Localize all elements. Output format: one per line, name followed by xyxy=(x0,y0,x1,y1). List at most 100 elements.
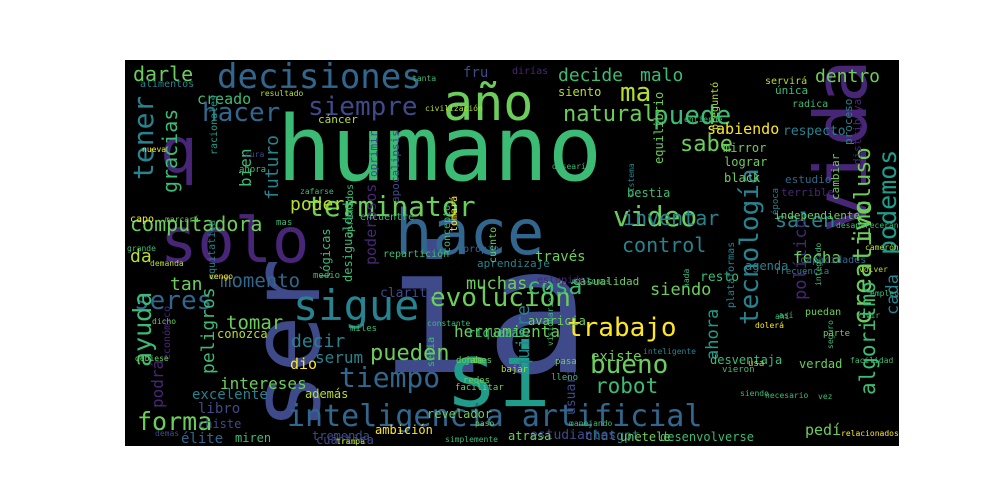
word: podrá xyxy=(148,359,167,408)
word: paso xyxy=(475,419,495,428)
word: capo xyxy=(130,214,155,225)
word: donde xyxy=(456,356,484,366)
word: tremenda xyxy=(312,429,370,443)
word: inteligente xyxy=(643,347,696,356)
word: independiente xyxy=(774,209,861,222)
word: proceso xyxy=(842,98,855,145)
word: puedan xyxy=(805,307,842,318)
word: estupidez xyxy=(537,275,592,286)
word: bestia xyxy=(627,186,671,200)
word: visionario xyxy=(546,297,555,346)
word: trabajo xyxy=(567,313,677,343)
word: vez xyxy=(818,392,833,401)
word: riquezas xyxy=(468,326,526,340)
word: hacer xyxy=(202,98,281,128)
word: creado xyxy=(197,90,252,108)
word: desaparecerán xyxy=(836,221,899,230)
word: racionales xyxy=(209,94,220,155)
word: herramienta xyxy=(454,322,560,341)
word: tanta xyxy=(412,74,437,83)
word: poderosos xyxy=(362,183,380,265)
word: poder xyxy=(290,194,345,215)
word: q xyxy=(160,114,198,187)
word: darle xyxy=(133,62,194,86)
word: manejando xyxy=(569,419,613,428)
word: bajar xyxy=(501,365,529,375)
word: dolerá xyxy=(755,321,784,330)
word: terrible xyxy=(781,186,834,199)
word: lleno xyxy=(551,373,579,383)
word: ahora xyxy=(239,165,267,175)
word: miren xyxy=(235,431,272,445)
word: cosa xyxy=(527,274,583,300)
word: revelador xyxy=(427,407,493,421)
word: podemos xyxy=(873,149,899,255)
word: tomará xyxy=(449,195,460,232)
word: avaricia xyxy=(528,314,586,328)
word: ambición xyxy=(375,423,433,437)
word: computadora xyxy=(130,212,263,236)
word: unetele xyxy=(620,430,671,444)
word: civilización xyxy=(425,104,483,113)
word: radica xyxy=(792,99,829,110)
word: tener xyxy=(127,95,160,180)
word: sabiendo xyxy=(707,120,780,138)
word: integrado xyxy=(814,242,823,286)
word: ma xyxy=(620,78,652,108)
word: oprimir xyxy=(367,130,380,177)
word: robot xyxy=(595,374,659,398)
word: plataformas xyxy=(726,241,737,308)
word: grande xyxy=(127,244,156,253)
word: sabe xyxy=(680,132,733,157)
word: cáncer xyxy=(318,113,358,126)
word: control xyxy=(622,233,707,257)
word: apocalipsis xyxy=(389,130,402,203)
word: momento xyxy=(220,270,301,292)
word: ia xyxy=(380,211,591,414)
word: aprendizaje xyxy=(477,257,550,270)
word: redes xyxy=(463,376,491,386)
word: empleo xyxy=(870,289,899,298)
word: así xyxy=(779,311,794,320)
word: hace xyxy=(395,196,545,269)
word: terminator xyxy=(307,190,476,223)
word: muchas xyxy=(466,274,528,294)
word: desventaja xyxy=(710,353,783,367)
word: dentro xyxy=(815,66,881,87)
word: resto xyxy=(700,270,740,285)
word: medio xyxy=(313,271,341,281)
word: natural xyxy=(563,102,656,127)
word: zafarse xyxy=(300,187,334,196)
word: estudio xyxy=(785,173,832,186)
word: repartición xyxy=(383,249,450,260)
word: parte xyxy=(823,329,851,339)
word: futuro xyxy=(262,134,283,200)
word: miles xyxy=(350,324,378,334)
word: dirías xyxy=(512,66,549,77)
word: dicho xyxy=(152,317,177,326)
word: usuario xyxy=(564,360,579,415)
word: marcará xyxy=(165,215,199,224)
word: excelente xyxy=(192,387,268,403)
word: salen xyxy=(775,208,836,232)
word: pueden xyxy=(370,341,450,366)
word: seguro xyxy=(826,320,835,349)
word: desigualdad xyxy=(341,202,355,282)
word: si xyxy=(445,324,551,427)
word: demanda xyxy=(150,259,184,268)
word: serum xyxy=(315,348,364,367)
word: intereses xyxy=(220,374,307,393)
word: élite xyxy=(181,431,224,446)
word: además xyxy=(305,387,349,401)
word: propio xyxy=(463,244,500,255)
word: camerón xyxy=(865,243,899,252)
word: fru xyxy=(463,65,489,81)
word: estudiantes xyxy=(530,428,617,443)
word: verdad xyxy=(799,357,843,371)
word: decide xyxy=(558,65,624,86)
word: james xyxy=(465,356,493,366)
word: nada xyxy=(682,268,691,288)
word: lograr xyxy=(724,155,768,169)
word: evolución xyxy=(430,283,571,313)
word: sigue xyxy=(293,281,420,330)
